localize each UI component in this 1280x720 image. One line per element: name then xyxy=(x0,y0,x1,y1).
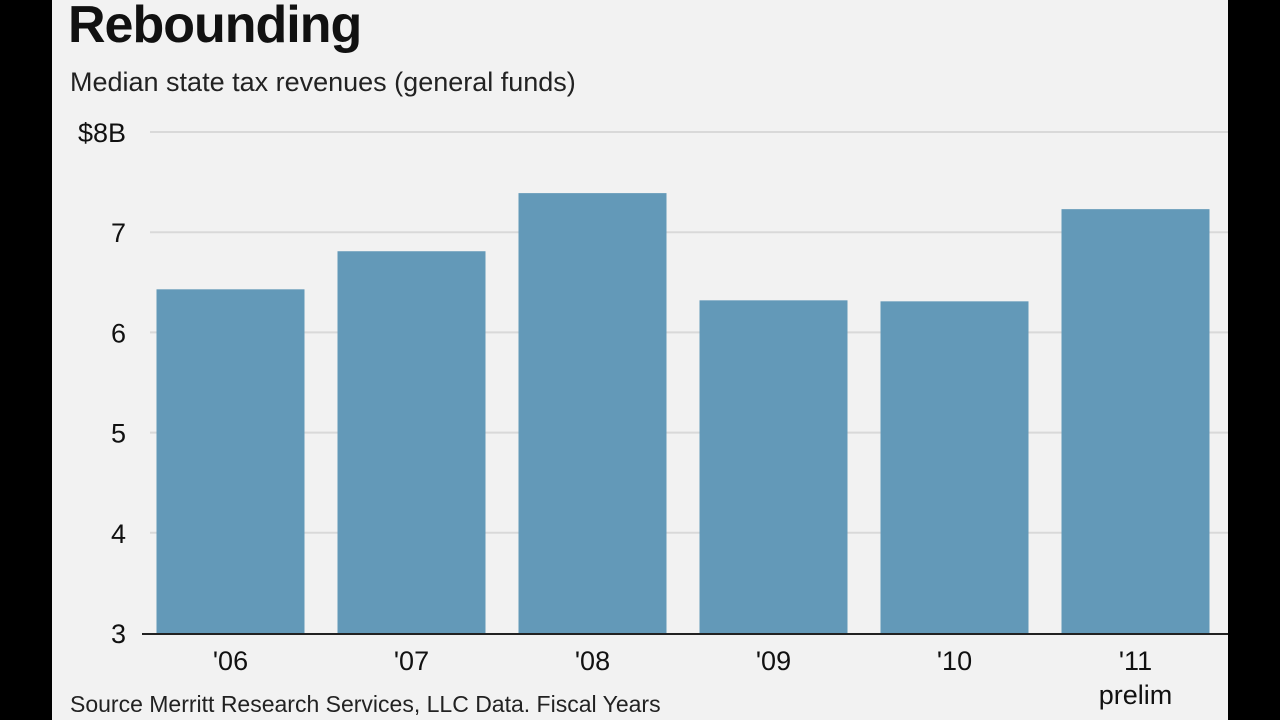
chart-subtitle: Median state tax revenues (general funds… xyxy=(70,67,576,97)
y-tick-label-3: 3 xyxy=(111,619,126,649)
y-tick-label-5: 5 xyxy=(111,419,126,449)
source-note: Source Merritt Research Services, LLC Da… xyxy=(70,691,661,717)
bar-06 xyxy=(156,289,305,633)
gridlines xyxy=(150,131,1228,534)
x-tick-note: prelim xyxy=(1099,680,1173,710)
y-tick-label-7: 7 xyxy=(111,218,126,248)
bar-chart: 3 4 5 6 7 $8B '06 '07 '08 '09 '10 '11 prelim xyxy=(78,118,1228,710)
bar-08 xyxy=(518,193,667,633)
bar-10 xyxy=(880,301,1029,633)
x-tick-label: '10 xyxy=(937,646,972,676)
y-tick-label-8: $8B xyxy=(78,118,126,148)
y-tick-label-6: 6 xyxy=(111,318,126,348)
x-tick-label: '11 xyxy=(1119,646,1152,676)
x-tick-label: '06 xyxy=(213,646,248,676)
x-tick-label: '09 xyxy=(756,646,791,676)
bars xyxy=(156,193,1210,634)
labels: 3 4 5 6 7 $8B '06 '07 '08 '09 '10 '11 prelim xyxy=(78,118,1172,710)
y-tick-label-4: 4 xyxy=(111,519,126,549)
bar-07 xyxy=(337,251,486,633)
bar-11 xyxy=(1061,209,1210,634)
x-tick-label: '07 xyxy=(394,646,429,676)
x-tick-label: '08 xyxy=(575,646,610,676)
chart-panel: Rebounding Median state tax revenues (ge… xyxy=(52,0,1228,720)
chart-title: Rebounding xyxy=(68,0,362,54)
bar-09 xyxy=(699,300,848,633)
